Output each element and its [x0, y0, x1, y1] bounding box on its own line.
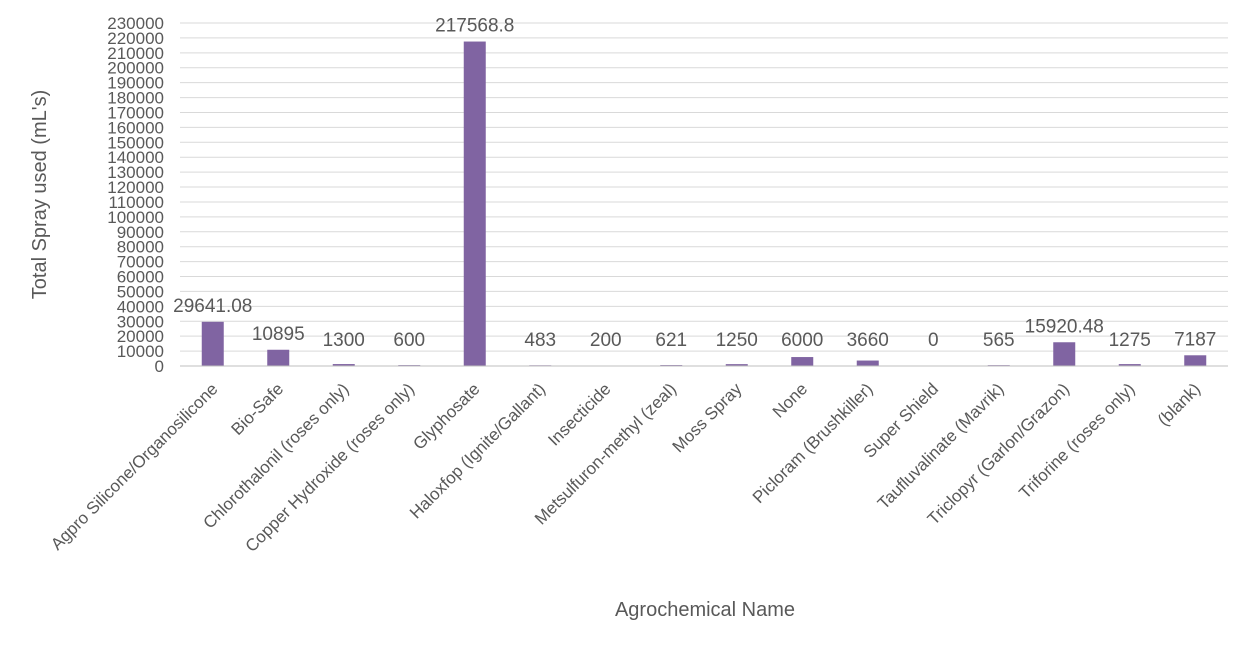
- y-tick-label: 20000: [117, 327, 164, 346]
- data-label: 565: [983, 330, 1015, 351]
- y-tick-label: 220000: [107, 29, 164, 48]
- y-tick-label: 40000: [117, 297, 164, 316]
- bar: [267, 349, 290, 366]
- bar: [1053, 342, 1076, 366]
- x-category-label: Picloram (Brushkiller): [749, 379, 877, 507]
- bar: [725, 364, 748, 366]
- bar: [1118, 364, 1141, 366]
- x-axis-title: Agrochemical Name: [615, 599, 795, 621]
- bars: [201, 41, 1207, 367]
- x-axis-categories: Agpro Silicone/Organosilicone Bio-SafeChl…: [47, 379, 1204, 556]
- data-label: 6000: [781, 330, 823, 351]
- bar: [791, 357, 814, 366]
- data-label: 1300: [323, 330, 365, 351]
- y-tick-label: 120000: [107, 178, 164, 197]
- data-label: 3660: [847, 330, 889, 351]
- data-label: 1250: [716, 330, 758, 351]
- y-axis-ticks: 0100002000030000400005000060000700008000…: [107, 14, 164, 376]
- data-label: 200: [590, 330, 622, 351]
- data-label: 621: [655, 330, 687, 351]
- y-tick-label: 10000: [117, 342, 164, 361]
- y-tick-label: 50000: [117, 282, 164, 301]
- y-tick-label: 60000: [117, 268, 164, 287]
- y-tick-label: 230000: [107, 14, 164, 33]
- bar: [1184, 355, 1207, 366]
- bar: [201, 321, 224, 366]
- y-tick-label: 80000: [117, 238, 164, 257]
- x-category-label: Bio-Safe: [228, 379, 288, 439]
- x-category-label: Agpro Silicone/Organosilicone: [47, 379, 221, 553]
- y-tick-label: 30000: [117, 312, 164, 331]
- x-category-label: Moss Spray: [669, 379, 746, 456]
- y-tick-label: 0: [155, 357, 164, 376]
- data-label: 217568.8: [435, 16, 514, 37]
- y-axis-title: Total Spray used (mL's): [29, 90, 51, 299]
- y-tick-label: 190000: [107, 74, 164, 93]
- y-tick-label: 170000: [107, 103, 164, 122]
- x-category-label: Triforine (roses only): [1015, 379, 1138, 502]
- y-tick-label: 130000: [107, 163, 164, 182]
- x-category-label: None: [769, 379, 811, 421]
- x-category-label: Insecticide: [544, 379, 614, 449]
- data-label: 7187: [1174, 329, 1216, 350]
- data-label: 10895: [252, 324, 305, 345]
- data-label: 600: [393, 330, 425, 351]
- data-label: 1275: [1109, 330, 1151, 351]
- y-tick-label: 70000: [117, 253, 164, 272]
- y-tick-label: 100000: [107, 208, 164, 227]
- y-tick-label: 180000: [107, 89, 164, 108]
- y-tick-label: 150000: [107, 133, 164, 152]
- data-label: 29641.08: [173, 296, 252, 317]
- data-label: 483: [524, 330, 556, 351]
- y-tick-label: 160000: [107, 118, 164, 137]
- x-category-label: Haloxfop (Ignite/Gallant): [406, 379, 549, 522]
- y-tick-label: 90000: [117, 223, 164, 242]
- gridlines: [180, 22, 1228, 352]
- y-tick-label: 200000: [107, 59, 164, 78]
- y-tick-label: 210000: [107, 44, 164, 63]
- y-tick-label: 110000: [109, 193, 164, 212]
- y-tick-label: 140000: [107, 148, 164, 167]
- bar: [463, 41, 486, 367]
- data-label: 0: [928, 330, 939, 351]
- bar: [332, 364, 355, 366]
- bar: [856, 360, 879, 366]
- data-label: 15920.48: [1025, 316, 1104, 337]
- x-category-label: (blank): [1154, 379, 1204, 429]
- x-category-label: Taufluvalinate (Mavrik): [874, 379, 1008, 513]
